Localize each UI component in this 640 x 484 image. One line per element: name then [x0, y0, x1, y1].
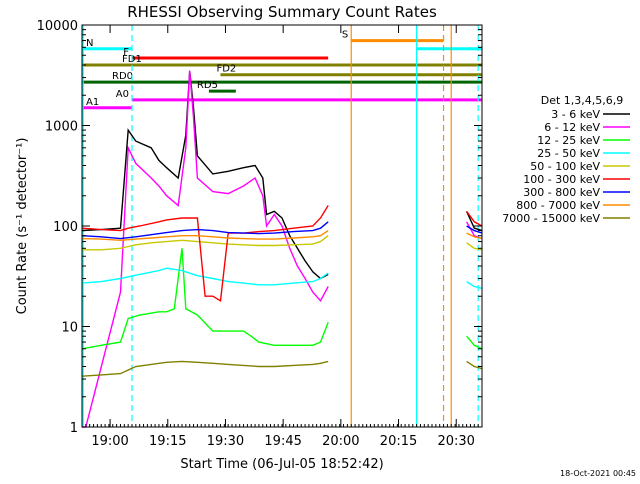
y-tick-label-100: 100 [53, 220, 78, 235]
x-tick-label-19-45: 19:45 [264, 434, 301, 449]
series-line-800-7000-kev [81, 230, 329, 242]
flag-label-f: F [123, 47, 129, 58]
flag-label-n: N [86, 38, 93, 49]
series-line-100-300-kev [81, 205, 329, 302]
flag-label-a1: A1 [86, 97, 99, 108]
series-line-7000-15000-kev [81, 360, 329, 377]
series-line-300-800-kev-b [466, 225, 483, 234]
series-line-3-6-kev-b [465, 211, 483, 232]
y-tick-label-1: 1 [70, 421, 78, 436]
legend-label-7000-15000-kev: 7000 - 15000 keV [502, 212, 600, 225]
x-axis-label: Start Time (06-Jul-05 18:52:42) [180, 457, 383, 472]
x-tick-label-20-15: 20:15 [380, 434, 417, 449]
x-tick-label-20-30: 20:30 [437, 434, 474, 449]
legend-label-25-50-kev: 25 - 50 keV [537, 147, 600, 160]
y-tick-label-10000: 10000 [37, 19, 78, 34]
x-tick-label-19-00: 19:00 [91, 434, 128, 449]
legend-label-3-6-kev: 3 - 6 keV [551, 108, 600, 121]
legend-label-800-7000-kev: 800 - 7000 keV [516, 199, 600, 212]
legend-label-12-25-kev: 12 - 25 keV [537, 134, 600, 147]
chart-title: RHESSI Observing Summary Count Rates [127, 3, 437, 21]
series-line-7000-15000-kev-b [466, 360, 483, 370]
series-line-100-300-kev-b [466, 210, 483, 227]
legend-label-50-100-kev: 50 - 100 keV [530, 160, 600, 173]
flag-label-fd2: FD2 [216, 64, 236, 75]
series-line-50-100-kev [82, 235, 329, 251]
series-line-300-800-kev [81, 221, 329, 240]
x-tick-label-20-00: 20:00 [322, 434, 359, 449]
y-axis-label: Count Rate (s⁻¹ detector⁻¹) [15, 138, 30, 315]
series-line-6-12-kev [82, 70, 329, 428]
legend-label-300-800-kev: 300 - 800 keV [523, 186, 600, 199]
series-line-12-25-kev-b [466, 335, 483, 350]
flag-label-s: S [342, 30, 348, 41]
x-tick-label-19-30: 19:30 [207, 434, 244, 449]
legend-label-6-12-kev: 6 - 12 keV [544, 121, 600, 134]
series-line-25-50-kev-b [466, 281, 483, 289]
series-line-50-100-kev-b [466, 242, 483, 251]
series-line-12-25-kev [81, 248, 329, 350]
x-tick-label-19-15: 19:15 [149, 434, 186, 449]
legend-label-100-300-kev: 100 - 300 keV [523, 173, 600, 186]
y-tick-label-10: 10 [61, 321, 78, 336]
y-tick-label-1000: 1000 [45, 120, 78, 135]
flag-label-rd0: RD0 [112, 71, 133, 82]
series-line-800-7000-kev-b [466, 232, 483, 240]
series-line-25-50-kev [81, 267, 329, 286]
legend-title: Det 1,3,4,5,6,9 [541, 94, 624, 107]
flag-label-a0: A0 [116, 89, 129, 100]
flag-label-rd5: RD5 [197, 80, 218, 91]
timestamp: 18-Oct-2021 00:45 [560, 469, 636, 478]
